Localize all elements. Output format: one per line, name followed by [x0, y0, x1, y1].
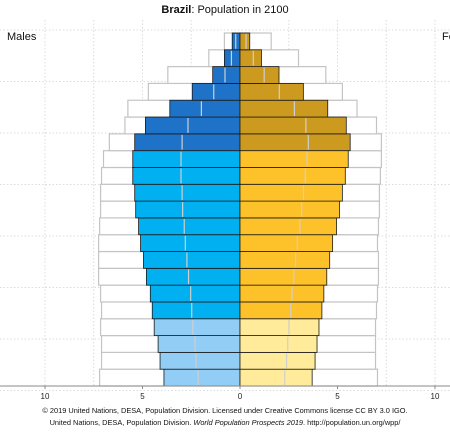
axis-layer: 10 5 0 5 10 [0, 385, 450, 401]
x-tick-label: 0 [238, 392, 243, 401]
male-bar [143, 251, 241, 269]
females-label: Fe [442, 31, 450, 43]
bar-layer [132, 32, 351, 387]
male-bar [159, 351, 241, 370]
male-bar [132, 167, 241, 185]
x-tick-label: 10 [431, 392, 440, 401]
female-bar [239, 301, 323, 320]
footer-copyright: © 2019 United Nations, DESA, Population … [42, 406, 408, 415]
chart-title: Brazil: Population in 2100 [0, 4, 450, 16]
female-bar [239, 167, 346, 185]
male-bar [153, 318, 241, 336]
female-bar [239, 32, 251, 51]
chart-title-rest: : Population in 2100 [191, 4, 289, 16]
male-bar [223, 49, 241, 68]
female-bar [239, 368, 313, 387]
male-bar [157, 335, 241, 353]
x-tick-label: 5 [140, 392, 145, 401]
male-bar [138, 217, 241, 236]
male-bar [145, 116, 241, 135]
female-bar [239, 234, 334, 252]
female-bar [239, 335, 318, 353]
female-bar [239, 99, 329, 118]
female-bar [239, 66, 280, 84]
female-bar [239, 200, 340, 219]
female-bar [239, 150, 349, 168]
male-bar [169, 99, 241, 118]
male-bar [191, 83, 241, 101]
male-bar [134, 183, 241, 202]
male-bar [212, 66, 241, 84]
female-bar [239, 251, 331, 269]
female-bar [239, 183, 343, 202]
male-bar [140, 234, 241, 252]
male-bar [134, 133, 241, 152]
x-tick-label: 10 [41, 392, 50, 401]
female-bar [239, 318, 320, 336]
male-bar [151, 301, 241, 320]
female-bar [239, 133, 351, 152]
female-bar [239, 351, 316, 370]
footer-citation-title: World Population Prospects 2019 [193, 418, 304, 427]
males-label: Males [7, 31, 37, 43]
female-bar [239, 217, 337, 236]
female-bar [239, 83, 304, 101]
male-bar [132, 150, 241, 168]
female-bar [239, 49, 262, 68]
x-tick-label: 5 [335, 392, 340, 401]
male-bar [163, 368, 241, 387]
male-bar [145, 267, 241, 286]
female-bar [239, 116, 347, 135]
male-bar [135, 200, 241, 219]
chart-title-country: Brazil [161, 4, 192, 16]
female-bar [239, 267, 328, 286]
male-bar [149, 284, 241, 303]
footer-citation-pre: United Nations, DESA, Population Divisio… [49, 418, 194, 427]
footer-citation-post: . http://population.un.org/wpp/ [303, 418, 401, 427]
footer-citation: United Nations, DESA, Population Divisio… [0, 418, 450, 427]
female-bar [239, 284, 325, 303]
